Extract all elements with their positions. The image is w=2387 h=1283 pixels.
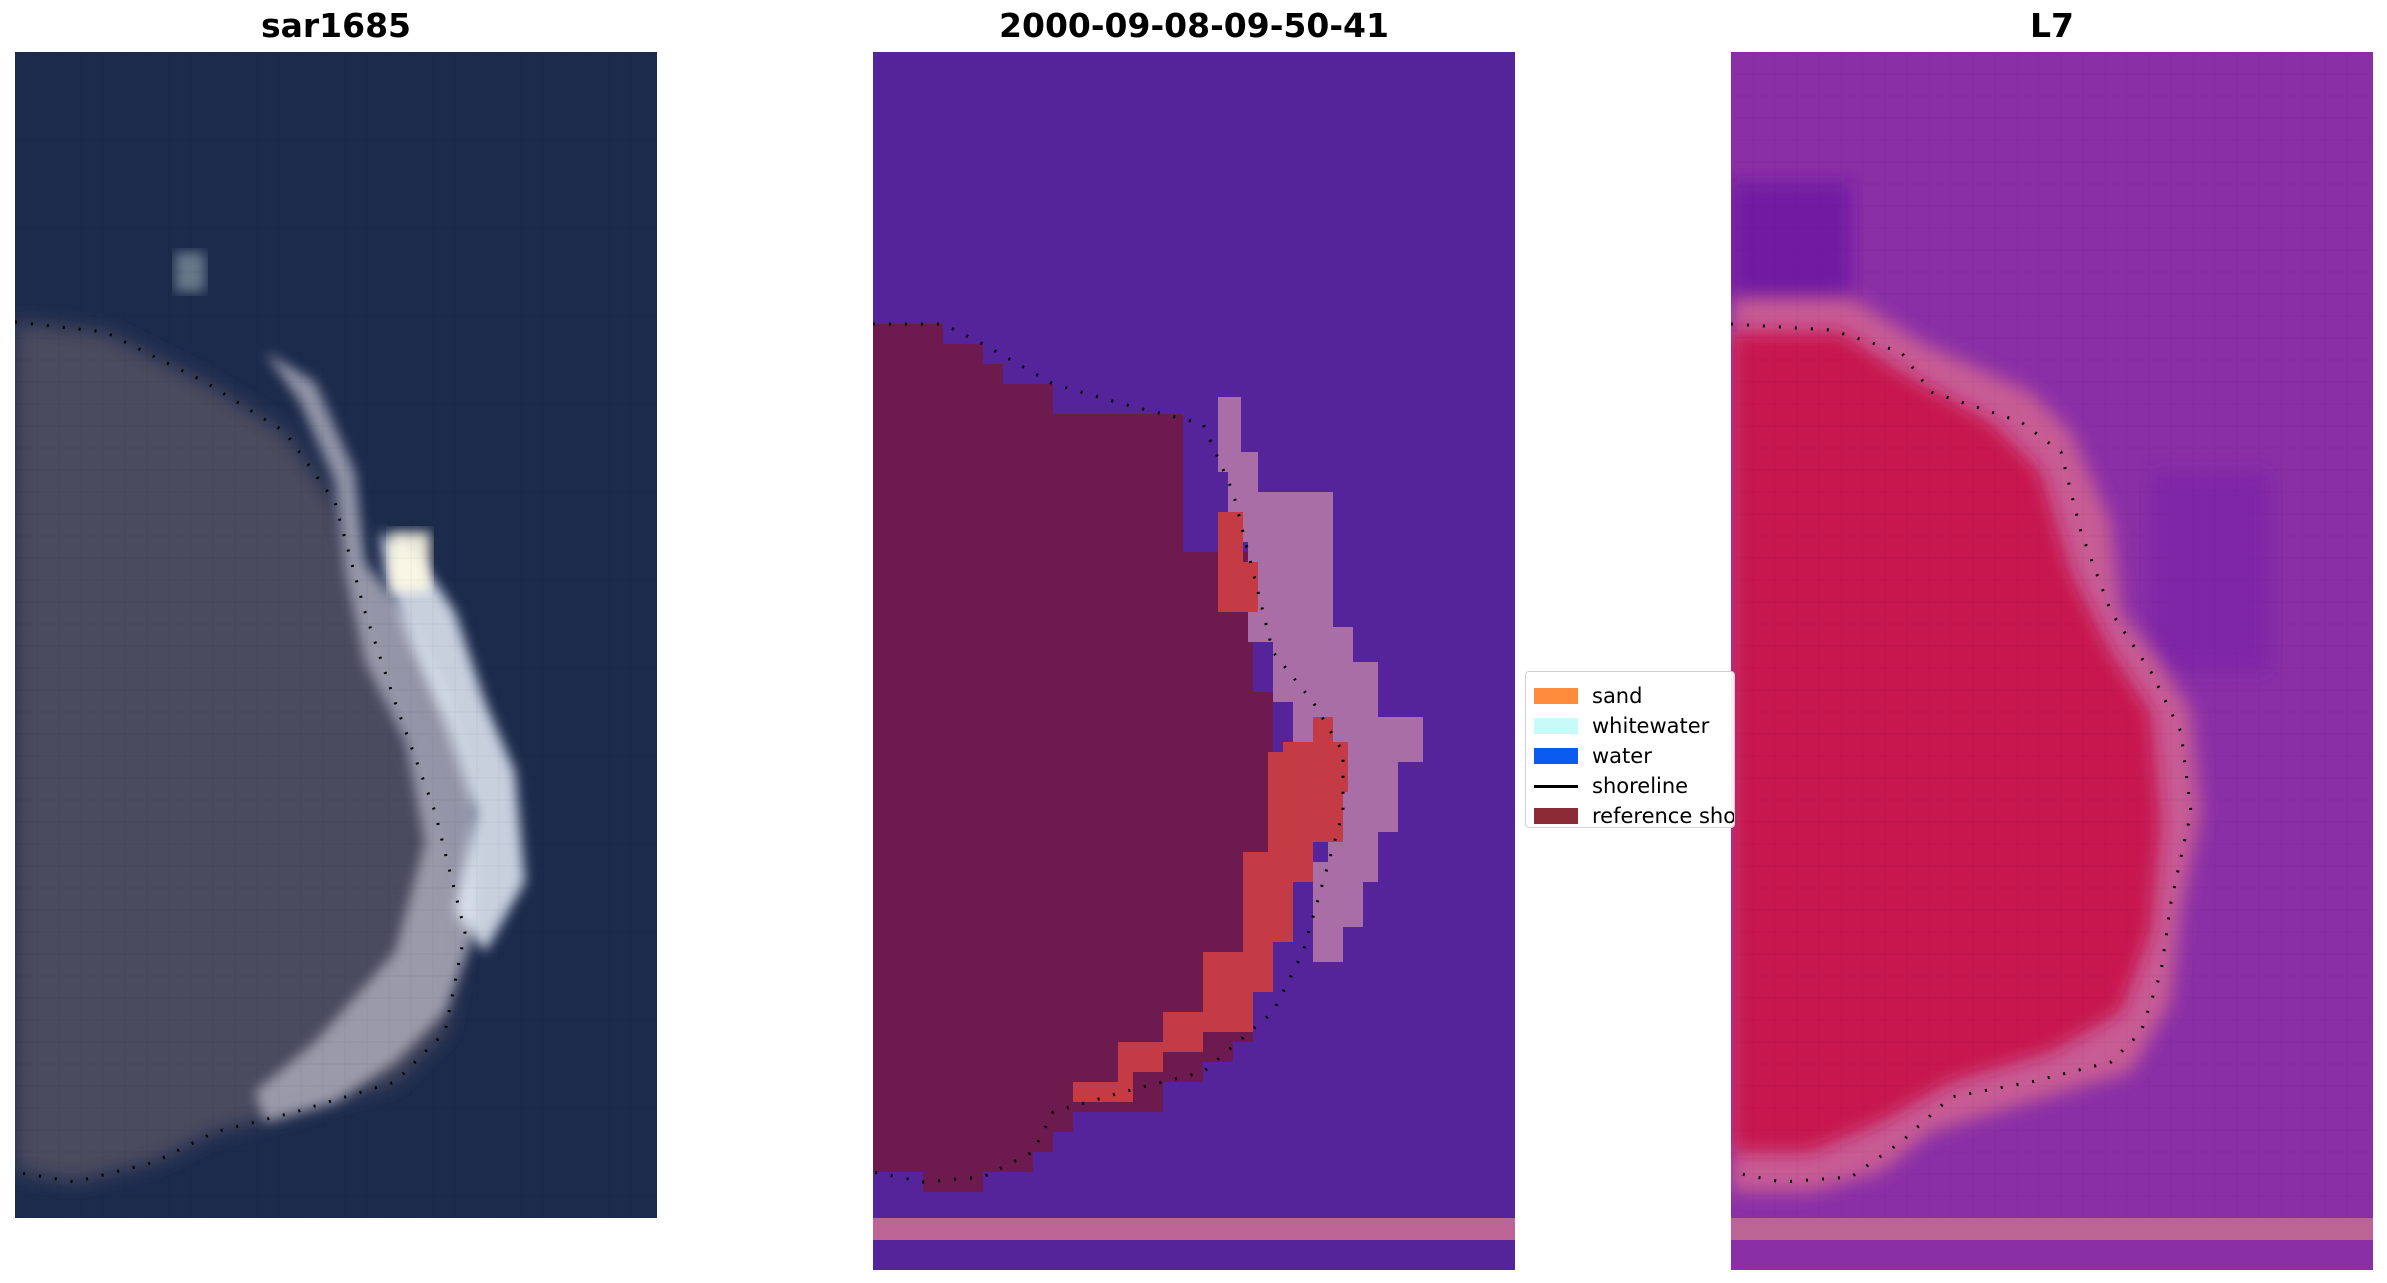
legend-label-shoreline: shoreline [1592, 774, 1689, 798]
class-bottom-strip [873, 1218, 1515, 1240]
sand-swatch [1534, 688, 1578, 704]
class-land [873, 324, 1303, 1192]
water-swatch [1534, 748, 1578, 764]
legend-item-whitewater: whitewater [1534, 712, 1709, 740]
index-bottom-strip [1731, 1218, 2373, 1240]
legend-item-sand: sand [1534, 682, 1642, 710]
legend-item-shoreline: shoreline [1534, 772, 1688, 800]
index-panel-title: L7 [2030, 6, 2074, 45]
rgb-image [15, 52, 657, 1218]
reference-shoreline-swatch [1534, 808, 1578, 824]
class-sand [1073, 512, 1348, 1102]
index-panel [1731, 52, 2373, 1270]
index-map [1731, 52, 2373, 1270]
class-whitewater [1218, 397, 1423, 962]
index-shoreline-overlay [1731, 322, 2193, 1184]
legend-label-sand: sand [1592, 684, 1643, 708]
classification-map [873, 52, 1515, 1270]
shoreline-swatch [1534, 784, 1578, 788]
legend-item-water: water [1534, 742, 1652, 770]
classification-panel [873, 52, 1515, 1270]
legend: sand whitewater water shoreline referenc… [1525, 671, 1735, 828]
legend-label-water: water [1592, 744, 1652, 768]
legend-label-whitewater: whitewater [1592, 714, 1710, 738]
whitewater-swatch [1534, 718, 1578, 734]
legend-label-reference-shoreline: reference sho [1592, 804, 1735, 828]
rgb-image-panel [15, 52, 657, 1270]
legend-item-reference-shoreline: reference sho [1534, 802, 1735, 828]
rgb-panel-title: sar1685 [260, 6, 412, 45]
classification-panel-title: 2000-09-08-09-50-41 [999, 6, 1389, 45]
